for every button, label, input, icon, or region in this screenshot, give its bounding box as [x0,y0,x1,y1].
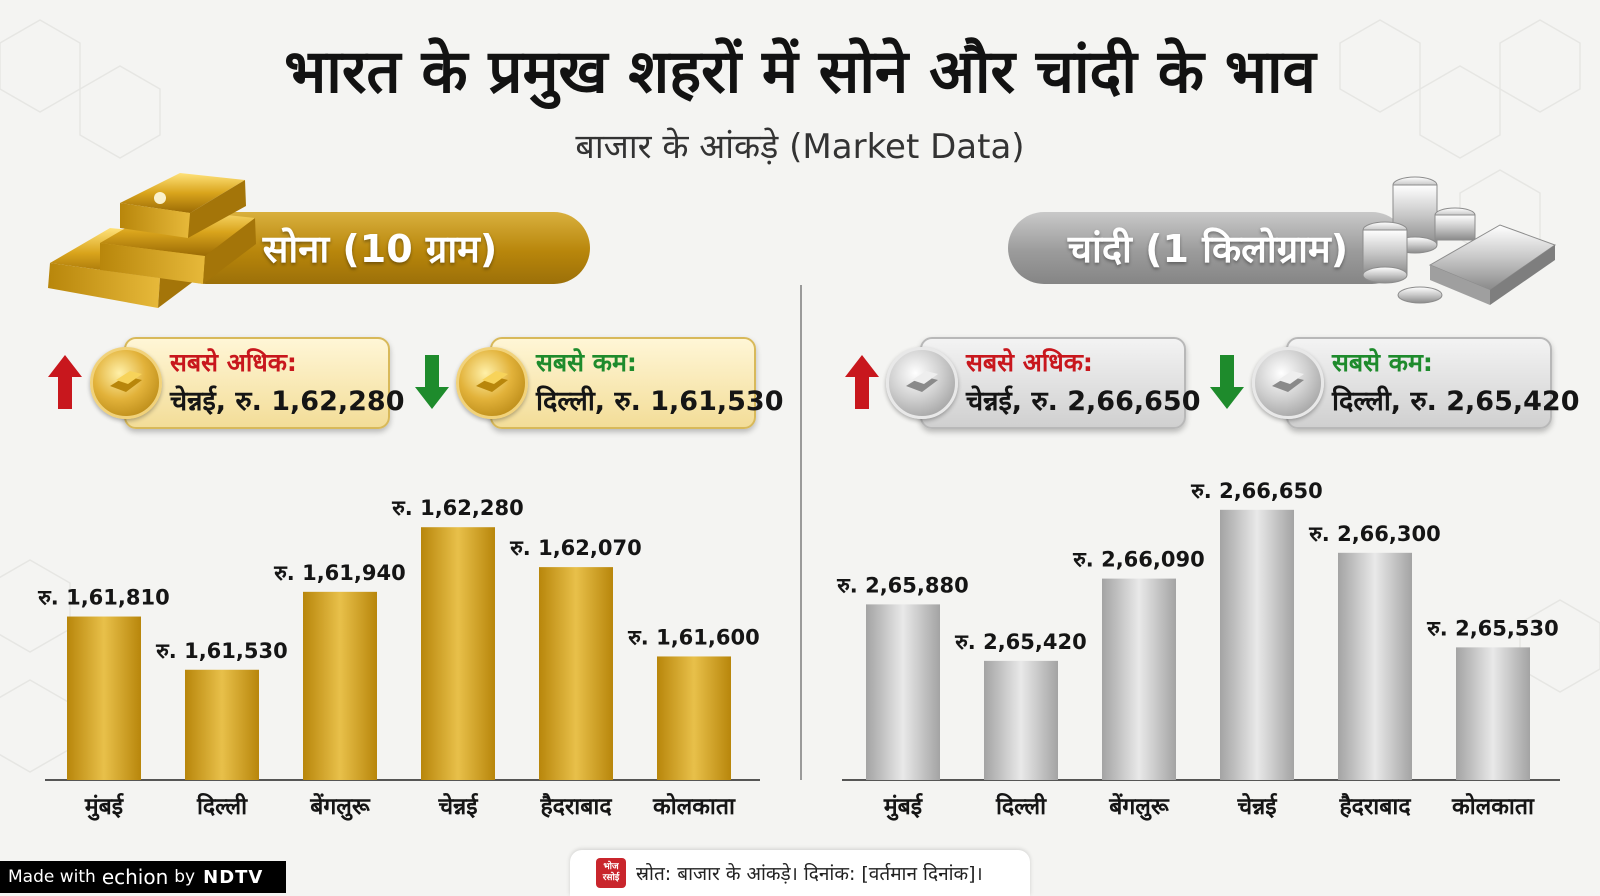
gold-header-label: सोना (10 ग्राम) [262,227,498,271]
silver-header-pill: चांदी (1 किलोग्राम) [1008,212,1408,284]
silver-category-label: मुंबई [883,792,924,821]
silver-category-label: चेन्नई [1236,792,1278,820]
gold-bar [303,591,377,780]
gold-bar [421,527,495,780]
silver-coin-icon [886,347,958,419]
gold-up-arrow-icon [48,355,82,409]
ndtv-logo: NDTV [203,866,264,888]
silver-value-label: रु. 2,66,300 [1308,522,1440,546]
silver-value-label: रु. 2,65,420 [954,630,1086,654]
silver-category-label: बेंगलुरू [1108,792,1170,821]
made-with-text: Made with [8,867,96,887]
gold-highest-card: सबसे अधिक: चेन्नई, रु. 1,62,280 [124,337,405,429]
silver-lowest-card: सबसे कम: दिल्ली, रु. 2,65,420 [1286,337,1580,429]
gold-coin-icon [90,347,162,419]
gold-highest-value: चेन्नई, रु. 1,62,280 [170,386,405,417]
gold-coin-icon [456,347,528,419]
page-subtitle: बाजार के आंकड़े (Market Data) [575,127,1025,167]
gold-category-label: चेन्नई [437,792,479,820]
source-footer: भोज रसोई स्रोत: बाजार के आंकड़े। दिनांक:… [570,850,1030,896]
brand-logo: भोज रसोई [596,858,626,888]
gold-bar [185,669,259,780]
silver-lowest-label: सबसे कम: [1332,348,1433,377]
gold-highest-label: सबसे अधिक: [170,348,297,377]
silver-lowest-value: दिल्ली, रु. 2,65,420 [1332,386,1580,417]
silver-up-arrow-icon [845,355,879,409]
silver-chart: रु. 2,65,880 मुंबई रु. 2,65,420 दिल्ली रु. 2… [836,479,1560,821]
gold-category-label: मुंबई [84,792,125,821]
silver-bar [1220,509,1294,780]
silver-value-label: रु. 2,65,880 [836,573,968,597]
by-text: by [174,867,196,887]
gold-bar [657,656,731,780]
silver-bar [1338,552,1412,780]
gold-value-label: रु. 1,62,070 [509,536,641,560]
gold-down-arrow-icon [415,355,449,409]
panel-divider [800,285,802,780]
silver-value-label: रु. 2,65,530 [1426,616,1558,640]
gold-value-label: रु. 1,61,530 [155,639,287,663]
echion-logo: echion [101,865,169,889]
gold-chart: रु. 1,61,810 मुंबई रु. 1,61,530 दिल्ली रु. 1… [37,496,760,821]
silver-highest-value: चेन्नई, रु. 2,66,650 [966,386,1201,417]
silver-coin-icon [1252,347,1324,419]
silver-down-arrow-icon [1210,355,1244,409]
silver-value-label: रु. 2,66,650 [1190,479,1322,503]
silver-value-label: रु. 2,66,090 [1072,548,1204,572]
gold-category-label: कोलकाता [652,792,736,820]
silver-bar [1456,647,1530,780]
gold-value-label: रु. 1,61,940 [273,561,405,585]
gold-bar [539,567,613,780]
gold-lowest-value: दिल्ली, रु. 1,61,530 [536,386,784,417]
gold-value-label: रु. 1,61,600 [627,625,759,649]
silver-highest-label: सबसे अधिक: [966,348,1093,377]
silver-category-label: दिल्ली [995,792,1047,820]
gold-bar [67,616,141,780]
gold-value-label: रु. 1,62,280 [391,496,523,520]
gold-bars-icon [48,173,256,308]
silver-bar [866,604,940,780]
made-with-banner[interactable]: Made with echion by NDTV [0,861,286,893]
silver-category-label: कोलकाता [1451,792,1535,820]
gold-category-label: दिल्ली [196,792,248,820]
silver-header-label: चांदी (1 किलोग्राम) [1067,227,1349,271]
source-text: स्रोत: बाजार के आंकड़े। दिनांक: [वर्तमान… [636,863,983,885]
gold-lowest-card: सबसे कम: दिल्ली, रु. 1,61,530 [490,337,784,429]
silver-coins-icon [1362,176,1557,305]
gold-category-label: बेंगलुरू [309,792,371,821]
gold-lowest-label: सबसे कम: [536,348,637,377]
gold-category-label: हैदराबाद [539,792,612,820]
silver-bar [984,660,1058,780]
gold-value-label: रु. 1,61,810 [37,586,169,610]
silver-category-label: हैदराबाद [1338,792,1411,820]
page-title: भारत के प्रमुख शहरों में सोने और चांदी क… [284,37,1316,107]
silver-bar [1102,578,1176,780]
silver-highest-card: सबसे अधिक: चेन्नई, रु. 2,66,650 [920,337,1201,429]
